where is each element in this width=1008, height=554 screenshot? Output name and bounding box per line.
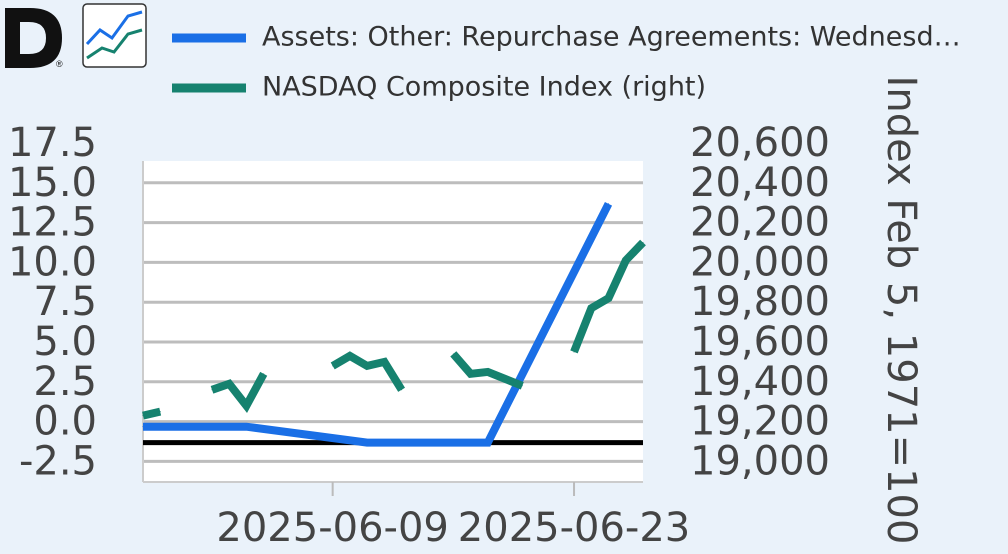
series-line-2 bbox=[210, 371, 268, 413]
series-group bbox=[142, 201, 646, 447]
series-point-1 bbox=[142, 426, 144, 428]
series-point-1 bbox=[245, 426, 247, 428]
series-point-2 bbox=[470, 373, 472, 375]
left-tick-label: -2.5 bbox=[19, 438, 97, 484]
series-line-1 bbox=[143, 201, 613, 447]
right-tick-label: 20,600 bbox=[690, 120, 830, 166]
left-tick-label: 17.5 bbox=[8, 120, 97, 166]
series-line-2 bbox=[142, 407, 162, 420]
series-point-1 bbox=[366, 442, 368, 444]
series-line-2 bbox=[450, 351, 524, 390]
series-point-2 bbox=[625, 259, 627, 261]
legend: Assets: Other: Repurchase Agreements: We… bbox=[172, 22, 961, 103]
left-tick-label: 12.5 bbox=[8, 200, 97, 246]
left-tick-label: 5.0 bbox=[33, 319, 97, 365]
left-axis: 17.515.012.510.07.55.02.50.0-2.5 bbox=[8, 120, 97, 484]
x-tick-label: 2025-06-23 bbox=[458, 505, 690, 551]
series-point-2 bbox=[452, 353, 454, 355]
x-tick-label: 2025-06-09 bbox=[216, 505, 448, 551]
x-axis: 2025-06-09 2025-06-23 bbox=[216, 482, 690, 551]
logo-reg-mark: ® bbox=[56, 59, 63, 69]
series-point-2 bbox=[521, 385, 523, 387]
left-tick-label: 0.0 bbox=[33, 399, 97, 445]
series-point-2 bbox=[383, 361, 385, 363]
right-tick-label: 19,200 bbox=[690, 399, 830, 445]
left-tick-label: 15.0 bbox=[8, 160, 97, 206]
series-point-2 bbox=[642, 242, 644, 243]
dshort-logo-icon[interactable]: ® bbox=[5, 8, 63, 69]
series-point-2 bbox=[332, 365, 334, 367]
legend-label-1: Assets: Other: Repurchase Agreements: We… bbox=[262, 22, 961, 53]
series-point-2 bbox=[590, 307, 592, 309]
left-tick-label: 7.5 bbox=[33, 279, 97, 325]
right-tick-label: 19,800 bbox=[690, 279, 830, 325]
right-tick-label: 20,200 bbox=[690, 200, 830, 246]
series-point-2 bbox=[608, 297, 610, 299]
left-tick-label: 2.5 bbox=[33, 359, 97, 405]
series-point-2 bbox=[366, 365, 368, 367]
series-point-2 bbox=[245, 405, 247, 407]
series-point-2 bbox=[142, 415, 144, 417]
series-point-1 bbox=[608, 203, 610, 205]
series-point-2 bbox=[487, 371, 489, 373]
series-point-2 bbox=[159, 411, 161, 413]
legend-label-2: NASDAQ Composite Index (right) bbox=[262, 72, 706, 103]
right-axis-label: Index Feb 5, 1971=100 bbox=[878, 76, 924, 545]
right-tick-label: 19,600 bbox=[690, 319, 830, 365]
line-chart-icon[interactable] bbox=[82, 3, 147, 68]
series-point-2 bbox=[211, 389, 213, 391]
right-tick-label: 19,000 bbox=[690, 438, 830, 484]
series-point-2 bbox=[349, 355, 351, 357]
right-tick-label: 20,400 bbox=[690, 160, 830, 206]
plot-area bbox=[143, 161, 643, 482]
right-tick-label: 19,400 bbox=[690, 359, 830, 405]
series-point-1 bbox=[487, 442, 489, 444]
right-tick-label: 20,000 bbox=[690, 239, 830, 285]
series-point-2 bbox=[573, 351, 575, 353]
right-axis: 20,60020,40020,20020,00019,80019,60019,4… bbox=[690, 120, 830, 484]
left-tick-label: 10.0 bbox=[8, 239, 97, 285]
series-point-2 bbox=[228, 383, 230, 385]
series-point-1 bbox=[194, 426, 196, 428]
series-point-2 bbox=[263, 373, 265, 375]
series-point-2 bbox=[401, 389, 403, 391]
